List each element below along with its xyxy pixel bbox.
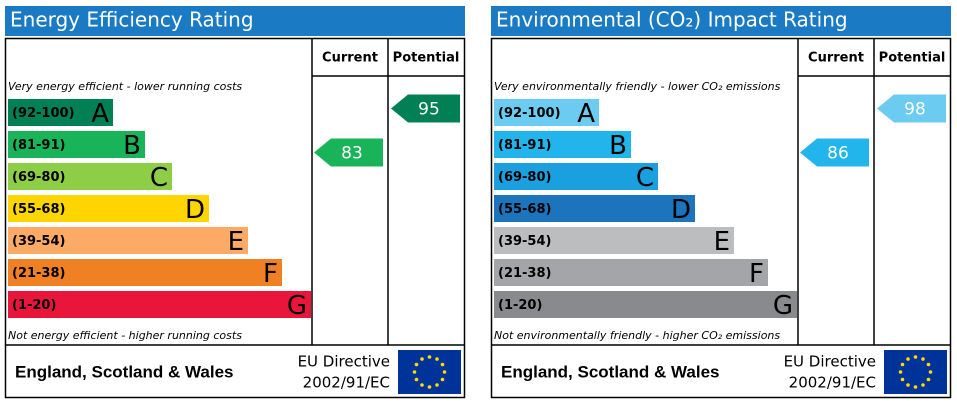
rating-band [494,131,631,158]
band-letter: C [150,163,168,193]
panel-border [4,37,466,399]
rating-arrow [314,138,383,167]
rating-value: 98 [904,100,926,120]
band-letter: F [263,259,278,289]
band-range: (69-80) [12,170,65,185]
flag-star [921,357,925,361]
band-letter: A [91,99,109,129]
footer-directive: 2002/91/EC [303,374,390,392]
flag-star [427,355,432,359]
band-letter: A [577,99,595,129]
flag-star [913,385,918,389]
band-letter: F [749,259,764,289]
flag-star [926,377,931,382]
flag-star [898,370,903,374]
column-header: Potential [879,51,946,66]
flag-star [420,383,424,387]
band-letter: B [609,131,627,161]
band-range: (55-68) [12,202,65,217]
band-letter: C [636,163,654,193]
rating-band [494,163,658,190]
top-note: Very energy efficient - lower running co… [8,80,242,93]
flag-star [440,362,445,367]
band-letter: E [714,227,730,257]
band-range: (39-54) [498,234,551,249]
flag-star [435,357,439,361]
flag-star [414,362,419,367]
rating-band [8,227,248,254]
column-header: Potential [393,51,460,66]
band-letter: G [287,291,307,321]
panel-border [490,37,952,399]
panel-title: Environmental (CO₂) Impact Rating [496,8,848,32]
band-letter: D [185,195,205,225]
band-letter: G [773,291,793,321]
flag-star [420,357,424,361]
rating-band [8,291,311,318]
bottom-note: Not energy efficient - higher running co… [8,329,242,342]
rating-band [494,227,734,254]
rating-band [8,99,113,126]
rating-band [494,259,768,286]
flag-star [900,362,905,367]
flag-star [900,377,905,382]
rating-value: 83 [341,144,363,164]
column-header: Current [322,51,378,66]
column-header: Current [808,51,864,66]
footer-directive: EU Directive [784,353,876,371]
rating-band [8,163,172,190]
footer-region: England, Scotland & Wales [501,362,720,381]
band-range: (92-100) [498,106,561,121]
flag-star [921,383,925,387]
rating-band [494,99,599,126]
rating-arrow [877,94,946,123]
rating-panel: Environmental (CO₂) Impact Rating Current… [490,6,952,399]
rating-band [494,195,695,222]
rating-band [8,195,209,222]
band-letter: D [671,195,691,225]
band-range: (21-38) [498,266,551,281]
band-range: (1-20) [12,298,56,313]
rating-panel: Energy Efficiency Rating Current Potential… [4,6,466,399]
rating-arrow [800,138,869,167]
band-range: (1-20) [498,298,542,313]
band-letter: E [228,227,244,257]
footer-region: England, Scotland & Wales [15,362,234,381]
flag-star [926,362,931,367]
flag-star [427,385,432,389]
rating-arrow [391,94,460,123]
band-range: (21-38) [12,266,65,281]
band-range: (81-91) [12,138,65,153]
rating-value: 86 [827,144,849,164]
flag-star [906,357,910,361]
rating-value: 95 [418,100,440,120]
flag-star [906,383,910,387]
footer-directive: 2002/91/EC [789,374,876,392]
flag-star [928,370,933,374]
band-range: (39-54) [12,234,65,249]
flag-star [913,355,918,359]
top-note: Very environmentally friendly - lower CO… [494,80,781,93]
panel-title: Energy Efficiency Rating [10,8,254,32]
rating-band [494,291,797,318]
band-range: (55-68) [498,202,551,217]
title-bar [491,6,951,36]
band-range: (81-91) [498,138,551,153]
band-range: (92-100) [12,106,75,121]
footer-directive: EU Directive [298,353,390,371]
flag-star [442,370,447,374]
flag-star [414,377,419,382]
flag-star [440,377,445,382]
rating-band [8,259,282,286]
rating-band [8,131,145,158]
bottom-note: Not environmentally friendly - higher CO… [494,329,780,342]
flag-star [435,383,439,387]
title-bar [5,6,465,36]
flag-star [412,370,417,374]
band-letter: B [123,131,141,161]
band-range: (69-80) [498,170,551,185]
